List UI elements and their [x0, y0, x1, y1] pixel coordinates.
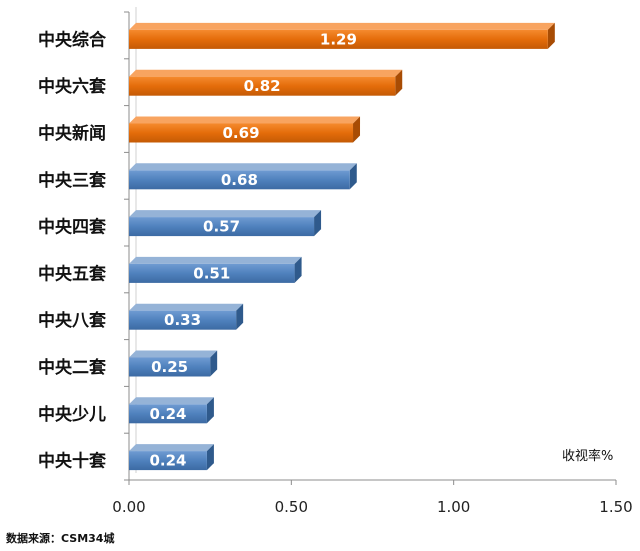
- bar-top-face: [129, 303, 244, 311]
- data-label: 0.57: [203, 218, 240, 236]
- category-label: 中央四套: [38, 217, 107, 238]
- x-tick-labels: 0.00 0.50 1.00 1.50: [112, 498, 632, 516]
- bar-top-face: [129, 22, 555, 30]
- bar-side-face: [210, 350, 218, 377]
- bar-side-face: [353, 116, 361, 143]
- bar-9: 0.24: [129, 397, 214, 424]
- bar-3: 0.69: [129, 116, 361, 143]
- x-tick-label: 0.50: [275, 498, 308, 516]
- bar-top-face: [129, 256, 302, 264]
- data-label: 0.51: [193, 264, 230, 282]
- bar-top-face: [129, 444, 214, 452]
- bar-front-face: [129, 217, 315, 237]
- bar-side-face: [236, 303, 244, 330]
- x-tick-label: 1.00: [437, 498, 470, 516]
- bar-2: 0.82: [129, 69, 403, 96]
- bar-7: 0.33: [129, 303, 244, 330]
- bar-side-face: [314, 210, 322, 237]
- bar-top-face: [129, 116, 361, 124]
- data-label: 1.29: [320, 30, 357, 48]
- bar-4: 0.68: [129, 163, 357, 190]
- data-label: 0.24: [149, 405, 186, 423]
- bar-10: 0.24: [129, 444, 214, 471]
- bar-front-face: [129, 29, 548, 49]
- bar-side-face: [395, 69, 403, 96]
- bar-side-face: [547, 22, 555, 49]
- source-note: 数据来源：CSM34城: [6, 532, 115, 545]
- bar-front-face: [129, 123, 354, 143]
- bar-side-face: [206, 397, 214, 424]
- bar-8: 0.25: [129, 350, 218, 377]
- bar-side-face: [294, 256, 302, 283]
- bar-6: 0.51: [129, 256, 302, 283]
- bar-side-face: [206, 444, 214, 471]
- bar-front-face: [129, 76, 396, 96]
- bar-top-face: [129, 397, 214, 405]
- bar-top-face: [129, 163, 357, 171]
- data-label: 0.69: [223, 124, 260, 142]
- bar-side-face: [349, 163, 357, 190]
- data-label: 0.82: [244, 77, 281, 95]
- unit-label: 收视率%: [562, 448, 613, 464]
- bar-front-face: [129, 357, 211, 377]
- bar-top-face: [129, 350, 218, 358]
- category-label: 中央少儿: [38, 404, 106, 425]
- bar-front-face: [129, 310, 237, 330]
- data-label: 0.25: [151, 358, 188, 376]
- category-label: 中央六套: [38, 76, 107, 97]
- bars: 1.29 0.82 0.69 0.68 0.57 0.51 0.33 0.25 0.24 0.24: [129, 22, 555, 471]
- data-label: 0.33: [164, 311, 201, 329]
- category-label: 中央综合: [38, 29, 107, 50]
- category-label: 中央三套: [38, 170, 107, 191]
- category-label: 中央八套: [38, 310, 107, 331]
- bar-front-face: [129, 451, 207, 471]
- data-label: 0.68: [221, 171, 258, 189]
- bar-front-face: [129, 263, 295, 283]
- x-tick-label: 1.50: [599, 498, 632, 516]
- bar-front-face: [129, 404, 207, 424]
- category-label: 中央十套: [38, 451, 107, 472]
- x-tick-label: 0.00: [112, 498, 145, 516]
- bar-front-face: [129, 170, 350, 190]
- category-label: 中央新闻: [38, 123, 106, 144]
- category-label: 中央五套: [38, 263, 107, 284]
- data-label: 0.24: [149, 452, 186, 470]
- bar-top-face: [129, 210, 322, 218]
- bar-1: 1.29: [129, 22, 555, 49]
- bar-top-face: [129, 69, 403, 77]
- bar-5: 0.57: [129, 210, 322, 237]
- category-label: 中央二套: [38, 357, 107, 378]
